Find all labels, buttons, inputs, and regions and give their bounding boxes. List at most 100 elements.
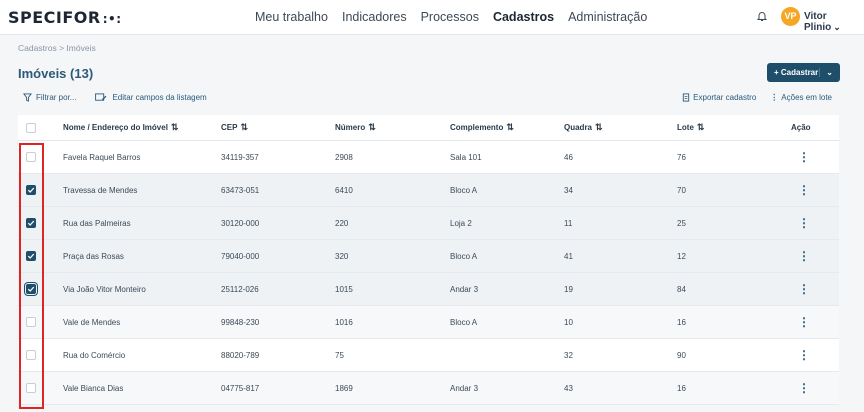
cell-block: 34 — [564, 185, 573, 195]
header-complement[interactable]: Complemento ⇅ — [450, 115, 514, 140]
logo-text: SPECIFOR — [8, 8, 101, 27]
row-checkbox[interactable] — [26, 152, 36, 162]
header-lot[interactable]: Lote ⇅ — [677, 115, 704, 140]
row-actions-kebab-icon[interactable]: ⋮ — [798, 315, 810, 329]
table-row[interactable]: Rua das Palmeiras 30120-000 220 Loja 2 11 25 ⋮ — [18, 207, 839, 240]
table-header: Nome / Endereço do Imóvel ⇅ CEP ⇅ Número ⇅ … — [18, 115, 839, 141]
row-checkbox-cell — [26, 174, 36, 206]
row-actions-kebab-icon[interactable]: ⋮ — [798, 150, 810, 164]
logo-mark: :•: — [102, 12, 122, 26]
row-actions-kebab-icon[interactable]: ⋮ — [798, 381, 810, 395]
row-checkbox[interactable] — [26, 185, 36, 195]
edit-fields-button[interactable]: Editar campos da listagem — [94, 93, 207, 102]
row-actions-kebab-icon[interactable]: ⋮ — [798, 282, 810, 296]
header-cep[interactable]: CEP ⇅ — [221, 115, 248, 140]
sort-icon: ⇅ — [170, 122, 179, 132]
bell-icon[interactable] — [756, 10, 768, 22]
user-name: Vitor Plinio — [804, 11, 832, 33]
select-all-cell — [26, 115, 36, 140]
cell-number: 320 — [335, 251, 349, 261]
page-title: Imóveis (13) — [18, 66, 94, 81]
header-name[interactable]: Nome / Endereço do Imóvel ⇅ — [63, 115, 178, 140]
row-checkbox[interactable] — [24, 282, 38, 296]
nav-item-cadastros[interactable]: Cadastros — [492, 10, 555, 24]
register-button-label: + Cadastrar — [774, 68, 819, 77]
table-row[interactable]: Favela Raquel Barros 34119-357 2908 Sala 10… — [18, 141, 839, 174]
cell-name: Favela Raquel Barros — [63, 152, 141, 162]
header-number[interactable]: Número ⇅ — [335, 115, 376, 140]
header-block[interactable]: Quadra ⇅ — [564, 115, 603, 140]
cell-cep: 04775-817 — [221, 383, 260, 393]
breadcrumb: Cadastros > Imóveis — [18, 43, 96, 53]
nav-item-meu-trabalho[interactable]: Meu trabalho — [255, 10, 328, 24]
cell-lot: 16 — [677, 317, 686, 327]
cell-lot: 76 — [677, 152, 686, 162]
row-actions-kebab-icon[interactable]: ⋮ — [798, 348, 810, 362]
cell-number: 2908 — [335, 152, 353, 162]
row-checkbox[interactable] — [26, 317, 36, 327]
row-actions-kebab-icon[interactable]: ⋮ — [798, 249, 810, 263]
bulk-actions-button[interactable]: ⋮ Ações em lote — [770, 93, 832, 102]
row-checkbox-cell — [26, 207, 36, 239]
cell-block: 46 — [564, 152, 573, 162]
chevron-down-icon: ⌄ — [833, 22, 841, 32]
row-actions-kebab-icon[interactable]: ⋮ — [798, 216, 810, 230]
cell-name: Praça das Rosas — [63, 251, 124, 261]
select-all-checkbox[interactable] — [26, 122, 36, 133]
row-checkbox-cell — [26, 240, 36, 272]
nav-item-processos[interactable]: Processos — [420, 10, 479, 24]
document-icon — [683, 93, 690, 102]
table-row[interactable]: Vale de Mendes 99848-230 1016 Bloco A 10 16 ⋮ — [18, 306, 839, 339]
cell-block: 41 — [564, 251, 573, 261]
row-checkbox[interactable] — [26, 350, 36, 360]
logo[interactable]: SPECIFOR:•: — [8, 8, 122, 27]
cell-block: 32 — [564, 350, 573, 360]
cell-cep: 63473-051 — [221, 185, 260, 195]
cell-complement: Sala 101 — [450, 152, 482, 162]
header-action-label: Ação — [791, 123, 811, 132]
filter-label: Filtrar por... — [36, 93, 77, 102]
cell-lot: 84 — [677, 284, 686, 294]
table-row[interactable]: Praça das Rosas 79040-000 320 Bloco A 41 12 ⋮ — [18, 240, 839, 273]
row-checkbox-cell — [26, 339, 36, 371]
table-row[interactable]: Via João Vitor Monteiro 25112-026 1015 Anda… — [18, 273, 839, 306]
cell-name: Vale de Mendes — [63, 317, 121, 327]
row-checkbox[interactable] — [26, 251, 36, 261]
row-checkbox-cell — [26, 372, 36, 404]
header-block-label: Quadra — [564, 123, 593, 132]
kebab-icon: ⋮ — [770, 93, 779, 102]
user-menu[interactable]: Vitor Plinio ⌄ — [804, 11, 864, 33]
cell-block: 11 — [564, 218, 573, 228]
cell-complement: Bloco A — [450, 317, 478, 327]
export-label: Exportar cadastro — [693, 93, 757, 102]
export-button[interactable]: Exportar cadastro — [682, 93, 756, 102]
nav-item-indicadores[interactable]: Indicadores — [341, 10, 407, 24]
table-row[interactable]: Rua do Comércio 88020-789 75 32 90 ⋮ — [18, 339, 839, 372]
cell-block: 19 — [564, 284, 573, 294]
avatar[interactable]: VP — [781, 7, 800, 26]
register-button[interactable]: + Cadastrar ⌄ — [767, 63, 840, 82]
main-nav: Meu trabalho Indicadores Processos Cadas… — [255, 10, 647, 24]
table-row[interactable]: Vale Bianca Dias 04775-817 1869 Andar 3 43 16… — [18, 372, 839, 405]
nav-item-administracao[interactable]: Administração — [568, 10, 648, 24]
cell-lot: 90 — [677, 350, 686, 360]
cell-name: Via João Vitor Monteiro — [63, 284, 146, 294]
cell-complement: Andar 3 — [450, 383, 479, 393]
cell-name: Vale Bianca Dias — [63, 383, 124, 393]
edit-list-icon — [95, 93, 107, 101]
row-checkbox[interactable] — [26, 383, 36, 393]
sort-icon: ⇅ — [506, 122, 514, 132]
row-checkbox[interactable] — [26, 218, 36, 228]
cell-complement: Bloco A — [450, 185, 478, 195]
filter-button[interactable]: Filtrar por... — [23, 93, 76, 102]
check-icon — [27, 253, 35, 259]
properties-table: Nome / Endereço do Imóvel ⇅ CEP ⇅ Número ⇅ … — [18, 115, 839, 405]
row-actions-kebab-icon[interactable]: ⋮ — [798, 183, 810, 197]
cell-number: 1869 — [335, 383, 353, 393]
cell-lot: 25 — [677, 218, 686, 228]
cell-cep: 79040-000 — [221, 251, 260, 261]
cell-number: 6410 — [335, 185, 353, 195]
bulk-actions-label: Ações em lote — [781, 93, 832, 102]
edit-fields-label: Editar campos da listagem — [112, 93, 207, 102]
table-row[interactable]: Travessa de Mendes 63473-051 6410 Bloco A 34… — [18, 174, 839, 207]
